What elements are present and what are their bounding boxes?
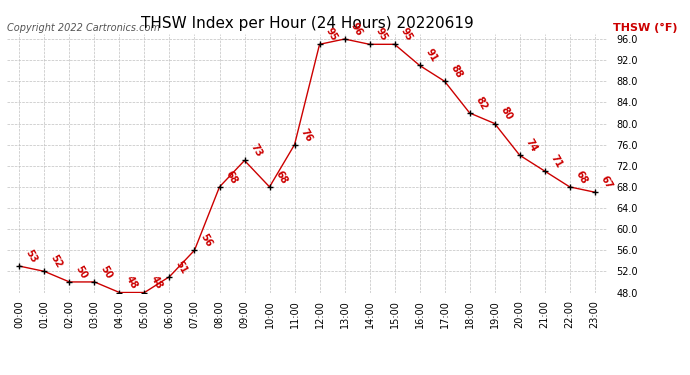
Text: 95: 95 [399, 26, 414, 43]
Text: 73: 73 [248, 142, 264, 159]
Text: 51: 51 [174, 259, 189, 275]
Text: 96: 96 [348, 21, 364, 38]
Text: 71: 71 [549, 153, 564, 170]
Text: 50: 50 [99, 264, 114, 280]
Text: 50: 50 [74, 264, 89, 280]
Text: 68: 68 [274, 169, 289, 186]
Text: 76: 76 [299, 127, 314, 143]
Text: 52: 52 [48, 253, 64, 270]
Text: Copyright 2022 Cartronics.com: Copyright 2022 Cartronics.com [7, 23, 160, 33]
Text: THSW (°F): THSW (°F) [613, 23, 678, 33]
Text: 48: 48 [124, 274, 139, 291]
Text: 95: 95 [324, 26, 339, 43]
Text: 80: 80 [499, 105, 514, 122]
Text: 91: 91 [424, 47, 439, 64]
Text: 88: 88 [448, 63, 464, 80]
Text: 95: 95 [374, 26, 389, 43]
Text: 67: 67 [599, 174, 614, 191]
Text: 82: 82 [474, 95, 489, 112]
Text: 68: 68 [224, 169, 239, 186]
Text: 56: 56 [199, 232, 214, 249]
Text: 48: 48 [148, 274, 164, 291]
Text: 74: 74 [524, 137, 539, 154]
Title: THSW Index per Hour (24 Hours) 20220619: THSW Index per Hour (24 Hours) 20220619 [141, 16, 473, 31]
Text: 68: 68 [574, 169, 589, 186]
Text: 53: 53 [23, 248, 39, 265]
